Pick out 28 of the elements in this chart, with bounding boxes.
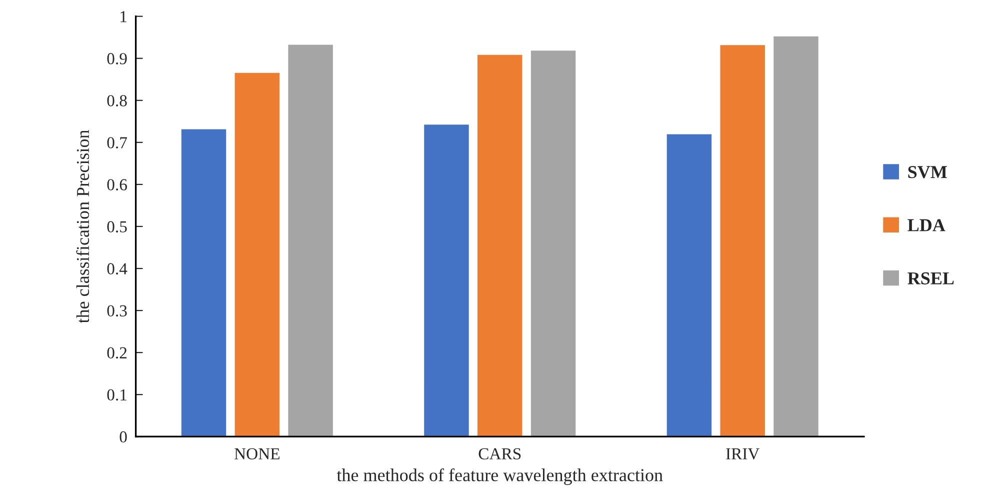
y-tick-label: 0.1	[107, 389, 126, 401]
y-tick-label: 0.9	[107, 53, 127, 64]
y-tick-label: 0.6	[107, 179, 127, 190]
y-tick-label: 0	[120, 431, 127, 443]
bar	[476, 53, 524, 437]
bar	[718, 44, 766, 437]
y-tick-label: 1	[120, 11, 126, 22]
y-tick-label: 0.3	[107, 305, 127, 317]
y-tick-label: 0.8	[107, 95, 127, 106]
x-tick-label: IRIV	[726, 448, 760, 460]
y-tick-label: 0.2	[107, 347, 127, 359]
x-tick-label: NONE	[234, 448, 280, 460]
legend-label: SVM	[908, 166, 947, 178]
x-axis-title: the methods of feature wavelength extraction	[336, 468, 663, 485]
y-axis-title: the classification Precision	[76, 130, 90, 324]
legend-label: RSEL	[908, 272, 954, 284]
bar	[422, 123, 470, 437]
bar	[286, 43, 334, 437]
y-tick-label: 0.7	[107, 137, 127, 148]
y-tick-label: 0.4	[107, 263, 128, 275]
bar	[530, 49, 578, 437]
y-tick-label: 0.5	[107, 221, 127, 232]
bar	[772, 34, 820, 437]
bar	[233, 72, 281, 437]
bar	[665, 132, 713, 437]
legend-label: LDA	[908, 219, 946, 232]
bar	[180, 128, 228, 437]
x-tick-label: CARS	[478, 448, 521, 460]
